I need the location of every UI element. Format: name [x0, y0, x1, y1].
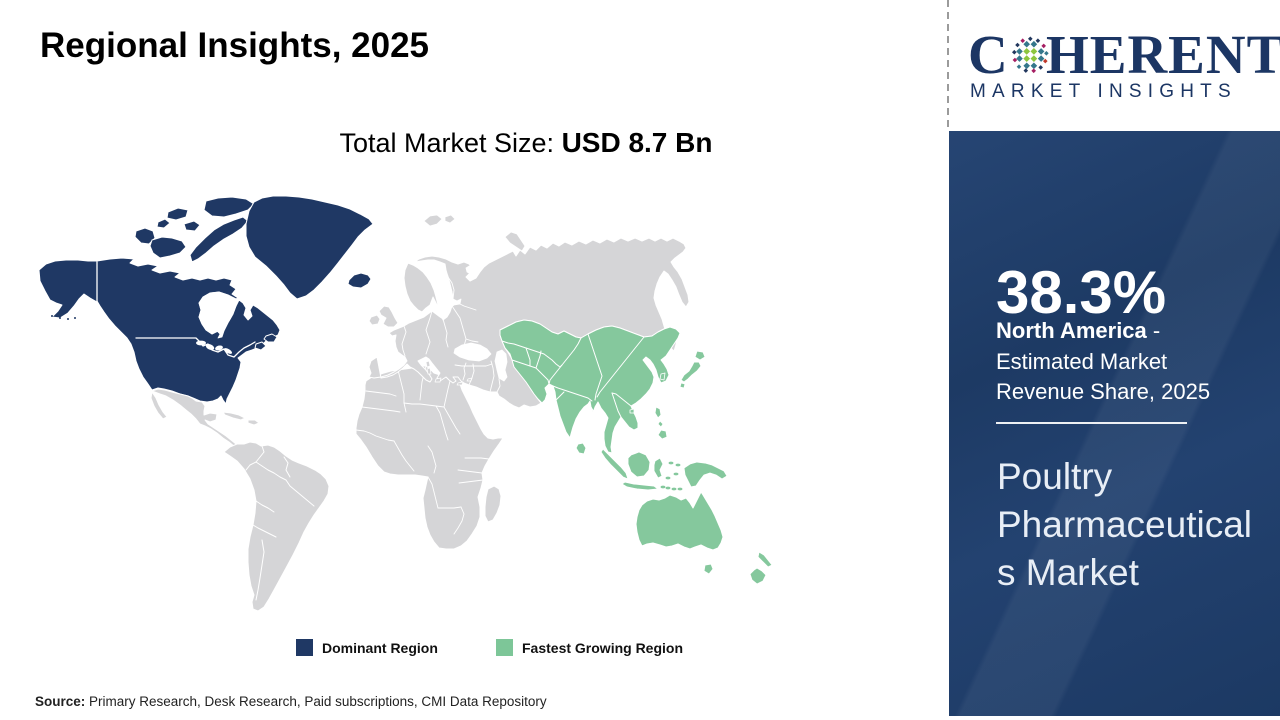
svg-text:C: C	[968, 24, 1008, 85]
svg-text:HERENT: HERENT	[1046, 24, 1280, 85]
svg-text:MARKET INSIGHTS: MARKET INSIGHTS	[970, 81, 1237, 102]
